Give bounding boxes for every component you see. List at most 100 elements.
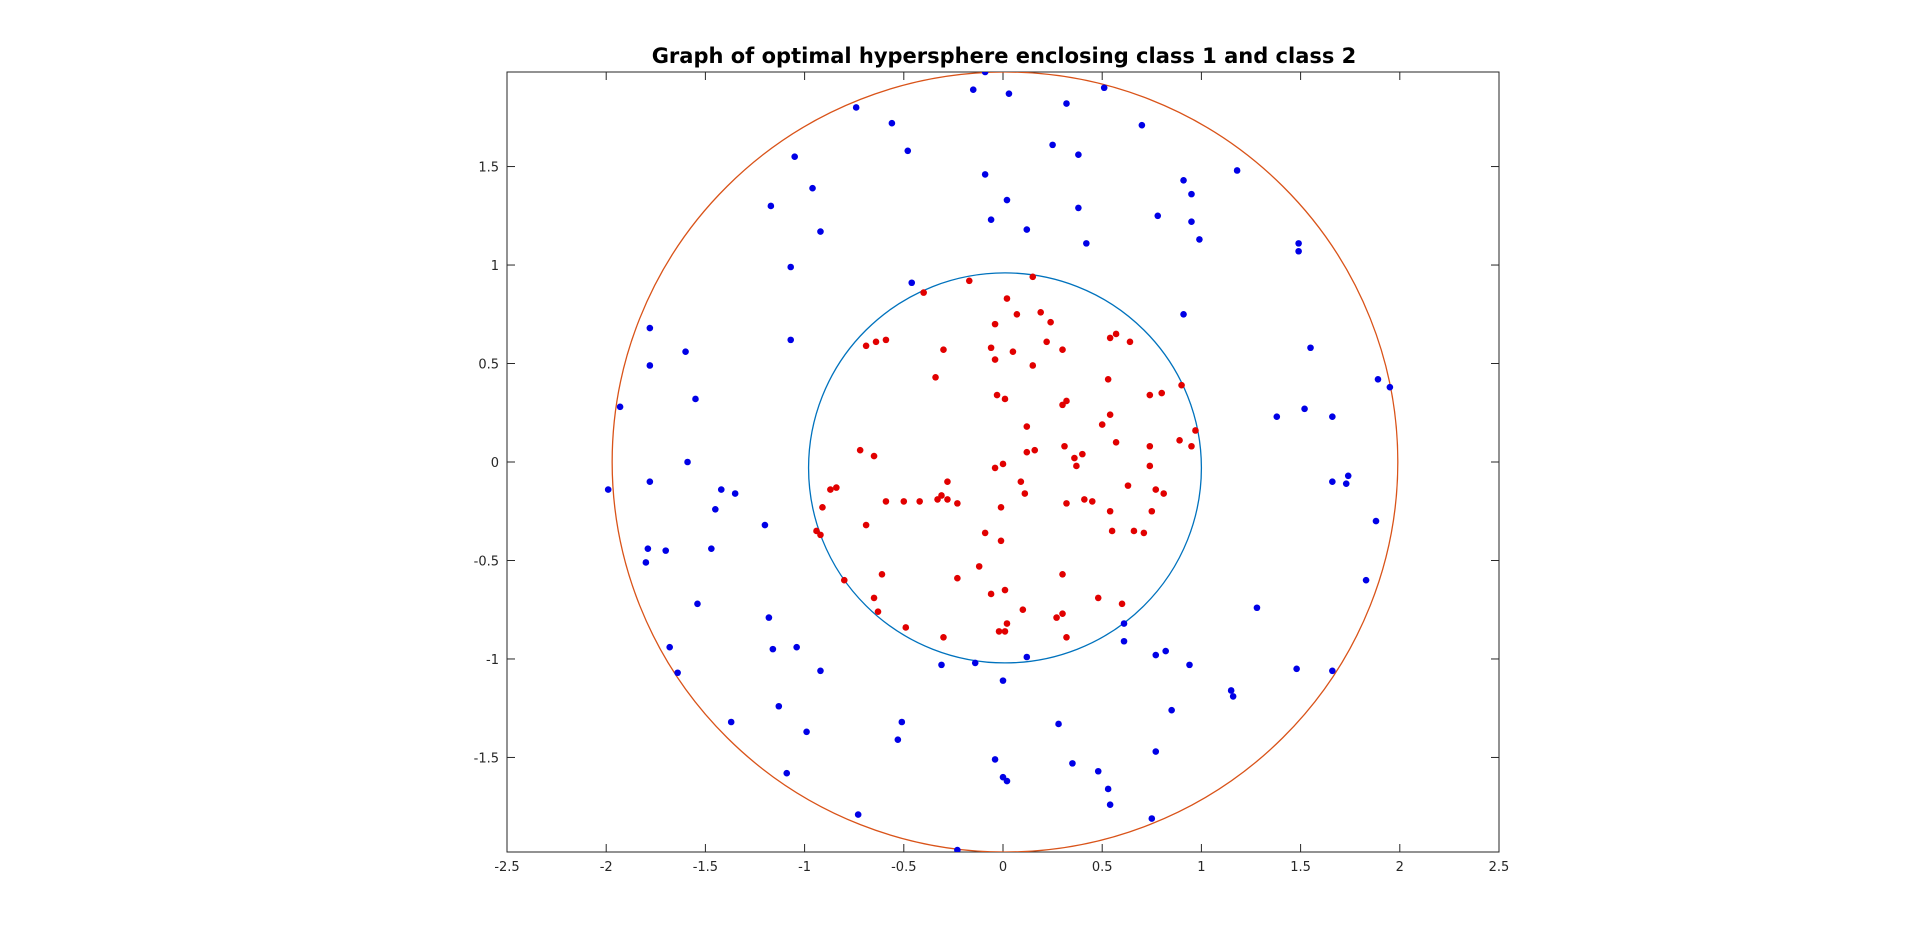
- class1-point: [1192, 427, 1199, 434]
- class2-point: [817, 667, 824, 675]
- class2-point: [616, 403, 624, 411]
- x-tick-label: 0: [999, 860, 1007, 875]
- class1-point: [981, 529, 989, 537]
- class2-point: [775, 702, 783, 710]
- class2-point: [787, 336, 795, 344]
- class1-point: [856, 446, 864, 454]
- class1-point: [993, 391, 1001, 399]
- class1-point: [940, 634, 947, 641]
- class2-point: [1188, 218, 1195, 225]
- class2-point: [684, 458, 691, 466]
- class1-point: [991, 356, 999, 363]
- class1-point: [944, 496, 951, 503]
- class2-point: [904, 147, 912, 155]
- class1-point: [954, 500, 961, 507]
- class2-point: [708, 545, 715, 552]
- class1-point: [1071, 454, 1078, 462]
- x-tick-label: 2: [1396, 860, 1404, 875]
- class1-point: [1003, 295, 1011, 302]
- class2-point: [1083, 240, 1090, 247]
- class1-point: [902, 624, 910, 631]
- class2-point: [1055, 720, 1062, 728]
- class1-point: [1106, 411, 1114, 419]
- class1-point: [1063, 397, 1070, 405]
- data-points: [604, 72, 1394, 852]
- class1-point: [1001, 395, 1009, 403]
- class1-point: [1104, 375, 1112, 383]
- class2-point: [1005, 90, 1013, 97]
- class1-point: [900, 498, 908, 505]
- class2-point: [1104, 785, 1112, 793]
- class2-point: [1162, 647, 1169, 655]
- class2-point: [1233, 167, 1241, 174]
- class2-point: [1063, 100, 1070, 107]
- class2-point: [1138, 121, 1146, 129]
- class2-point: [803, 728, 810, 736]
- class1-point: [1188, 442, 1195, 450]
- class1-point: [1021, 490, 1029, 497]
- class1-point: [1029, 273, 1037, 281]
- class2-point: [1374, 375, 1382, 383]
- class1-point: [995, 628, 1003, 635]
- class2-point: [817, 228, 824, 235]
- class1-point: [1013, 310, 1021, 318]
- class1-point: [1059, 346, 1066, 354]
- class2-point: [1295, 240, 1302, 247]
- outer-hypersphere-circle: [611, 72, 1399, 852]
- class2-point: [1273, 413, 1281, 420]
- class2-point: [604, 486, 612, 493]
- class1-point: [987, 344, 995, 352]
- class1-point: [987, 590, 995, 598]
- class1-point: [1001, 628, 1009, 635]
- class2-point: [888, 119, 896, 127]
- class2-point: [717, 486, 725, 493]
- class2-point: [969, 86, 977, 94]
- class2-point: [1106, 801, 1114, 809]
- class2-point: [1049, 141, 1056, 149]
- class1-point: [1158, 389, 1166, 397]
- class1-point: [1003, 620, 1011, 627]
- class2-point: [1168, 706, 1175, 714]
- class2-point: [908, 279, 916, 287]
- class1-point: [1088, 498, 1096, 505]
- class1-point: [1112, 439, 1120, 446]
- class1-point: [1023, 448, 1031, 456]
- class2-point: [894, 736, 902, 744]
- class1-point: [1124, 482, 1132, 489]
- class2-point: [662, 547, 670, 554]
- class1-point: [1031, 446, 1039, 454]
- class2-point: [761, 521, 769, 529]
- class2-point: [1301, 405, 1308, 413]
- class2-point: [1344, 472, 1352, 480]
- class1-point: [1178, 381, 1185, 389]
- class1-point: [870, 594, 878, 602]
- class2-point: [712, 505, 719, 513]
- class2-point: [999, 677, 1007, 684]
- class1-point: [882, 498, 890, 505]
- class2-point: [981, 171, 989, 178]
- class1-point: [1009, 348, 1017, 355]
- y-tick-label: -1: [486, 653, 499, 668]
- class1-point: [1146, 391, 1154, 399]
- class2-point: [1307, 344, 1314, 352]
- x-tick-label: 0.5: [1092, 860, 1113, 875]
- class2-point: [1196, 236, 1203, 243]
- class2-point: [1329, 667, 1336, 675]
- y-tick-label: -0.5: [474, 554, 499, 569]
- class2-point: [1386, 383, 1394, 391]
- class2-point: [981, 72, 989, 76]
- class2-point: [646, 324, 654, 332]
- class2-point: [644, 545, 652, 552]
- x-tick-label: 1.5: [1290, 860, 1311, 875]
- class2-point: [809, 184, 816, 192]
- class2-point: [1342, 480, 1350, 487]
- class1-point: [1023, 423, 1031, 430]
- y-tick-label: 0.5: [478, 358, 499, 373]
- class2-point: [1253, 604, 1261, 612]
- y-axis-ticks: -1.5 -1 -0.5 0 0.5 1 1.5: [474, 161, 1499, 766]
- class1-point: [870, 452, 878, 460]
- class2-point: [1120, 620, 1128, 627]
- class1-point: [1001, 586, 1009, 594]
- class1-point: [1019, 606, 1027, 614]
- class2-point: [1188, 190, 1195, 198]
